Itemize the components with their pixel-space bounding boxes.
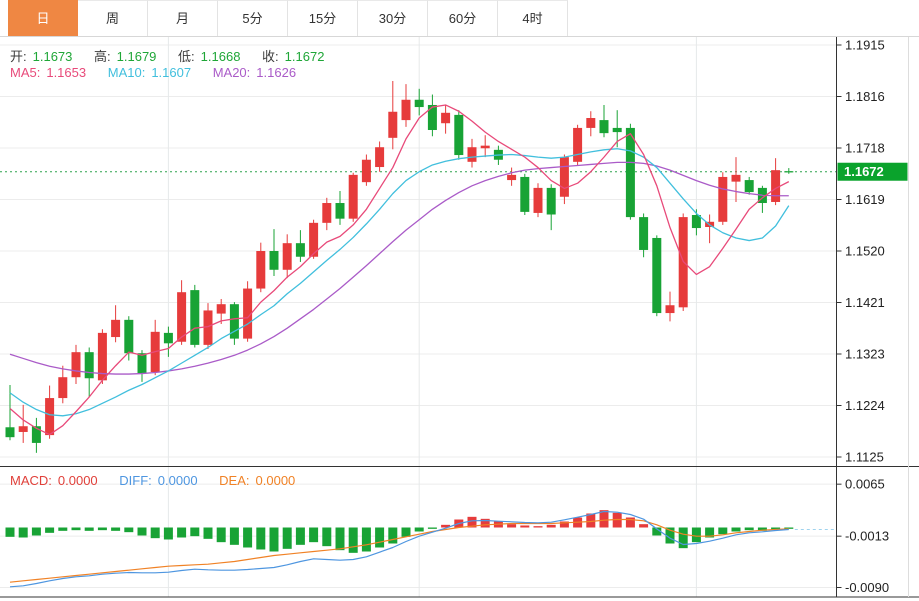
timeframe-tabs: 日 周 月 5分 15分 30分 60分 4时 (0, 0, 919, 37)
open-value: 1.1673 (32, 49, 73, 64)
ma10-label: MA10: (107, 65, 146, 80)
svg-text:1.1421: 1.1421 (845, 295, 885, 310)
svg-text:0.0065: 0.0065 (845, 477, 885, 492)
close-value: 1.1672 (284, 49, 325, 64)
tab-60min[interactable]: 60分 (428, 0, 498, 36)
tab-week[interactable]: 周 (78, 0, 148, 36)
svg-text:1.1224: 1.1224 (845, 398, 885, 413)
svg-text:1.1816: 1.1816 (845, 89, 885, 104)
ohlc-legend: 开: 1.1673 高: 1.1679 低: 1.1668 收: 1.1672 (10, 46, 330, 65)
ma10-value: 1.1607 (151, 65, 192, 80)
svg-text:1.1125: 1.1125 (845, 450, 884, 465)
diff-value: 0.0000 (157, 473, 198, 488)
svg-text:1.1520: 1.1520 (845, 244, 885, 259)
ma-legend: MA5: 1.1653 MA10: 1.1607 MA20: 1.1626 (10, 65, 302, 80)
tab-4hour[interactable]: 4时 (498, 0, 568, 36)
tab-30min[interactable]: 30分 (358, 0, 428, 36)
ma20-label: MA20: (212, 65, 251, 80)
svg-text:1.1323: 1.1323 (845, 347, 885, 362)
open-label: 开: (10, 49, 27, 64)
close-label: 收: (262, 49, 279, 64)
macd-value: 0.0000 (57, 473, 98, 488)
macd-label: MACD: (10, 473, 52, 488)
tab-month[interactable]: 月 (148, 0, 218, 36)
tab-5min[interactable]: 5分 (218, 0, 288, 36)
ma5-value: 1.1653 (46, 65, 87, 80)
tab-15min[interactable]: 15分 (288, 0, 358, 36)
svg-text:-0.0090: -0.0090 (845, 580, 889, 595)
low-label: 低: (178, 49, 195, 64)
dea-value: 0.0000 (255, 473, 296, 488)
low-value: 1.1668 (200, 49, 241, 64)
high-value: 1.1679 (116, 49, 157, 64)
svg-text:1.1718: 1.1718 (845, 141, 885, 156)
dea-label: DEA: (219, 473, 250, 488)
high-label: 高: (94, 49, 111, 64)
macd-legend: MACD: 0.0000 DIFF: 0.0000 DEA: 0.0000 (10, 473, 301, 488)
ma20-value: 1.1626 (256, 65, 297, 80)
tab-day[interactable]: 日 (8, 0, 78, 36)
svg-text:1.1619: 1.1619 (845, 192, 885, 207)
diff-label: DIFF: (119, 473, 152, 488)
current-price-tag: 1.1672 (844, 164, 884, 179)
svg-text:1.1915: 1.1915 (845, 38, 885, 53)
svg-text:-0.0013: -0.0013 (845, 529, 889, 544)
ma5-label: MA5: (10, 65, 41, 80)
